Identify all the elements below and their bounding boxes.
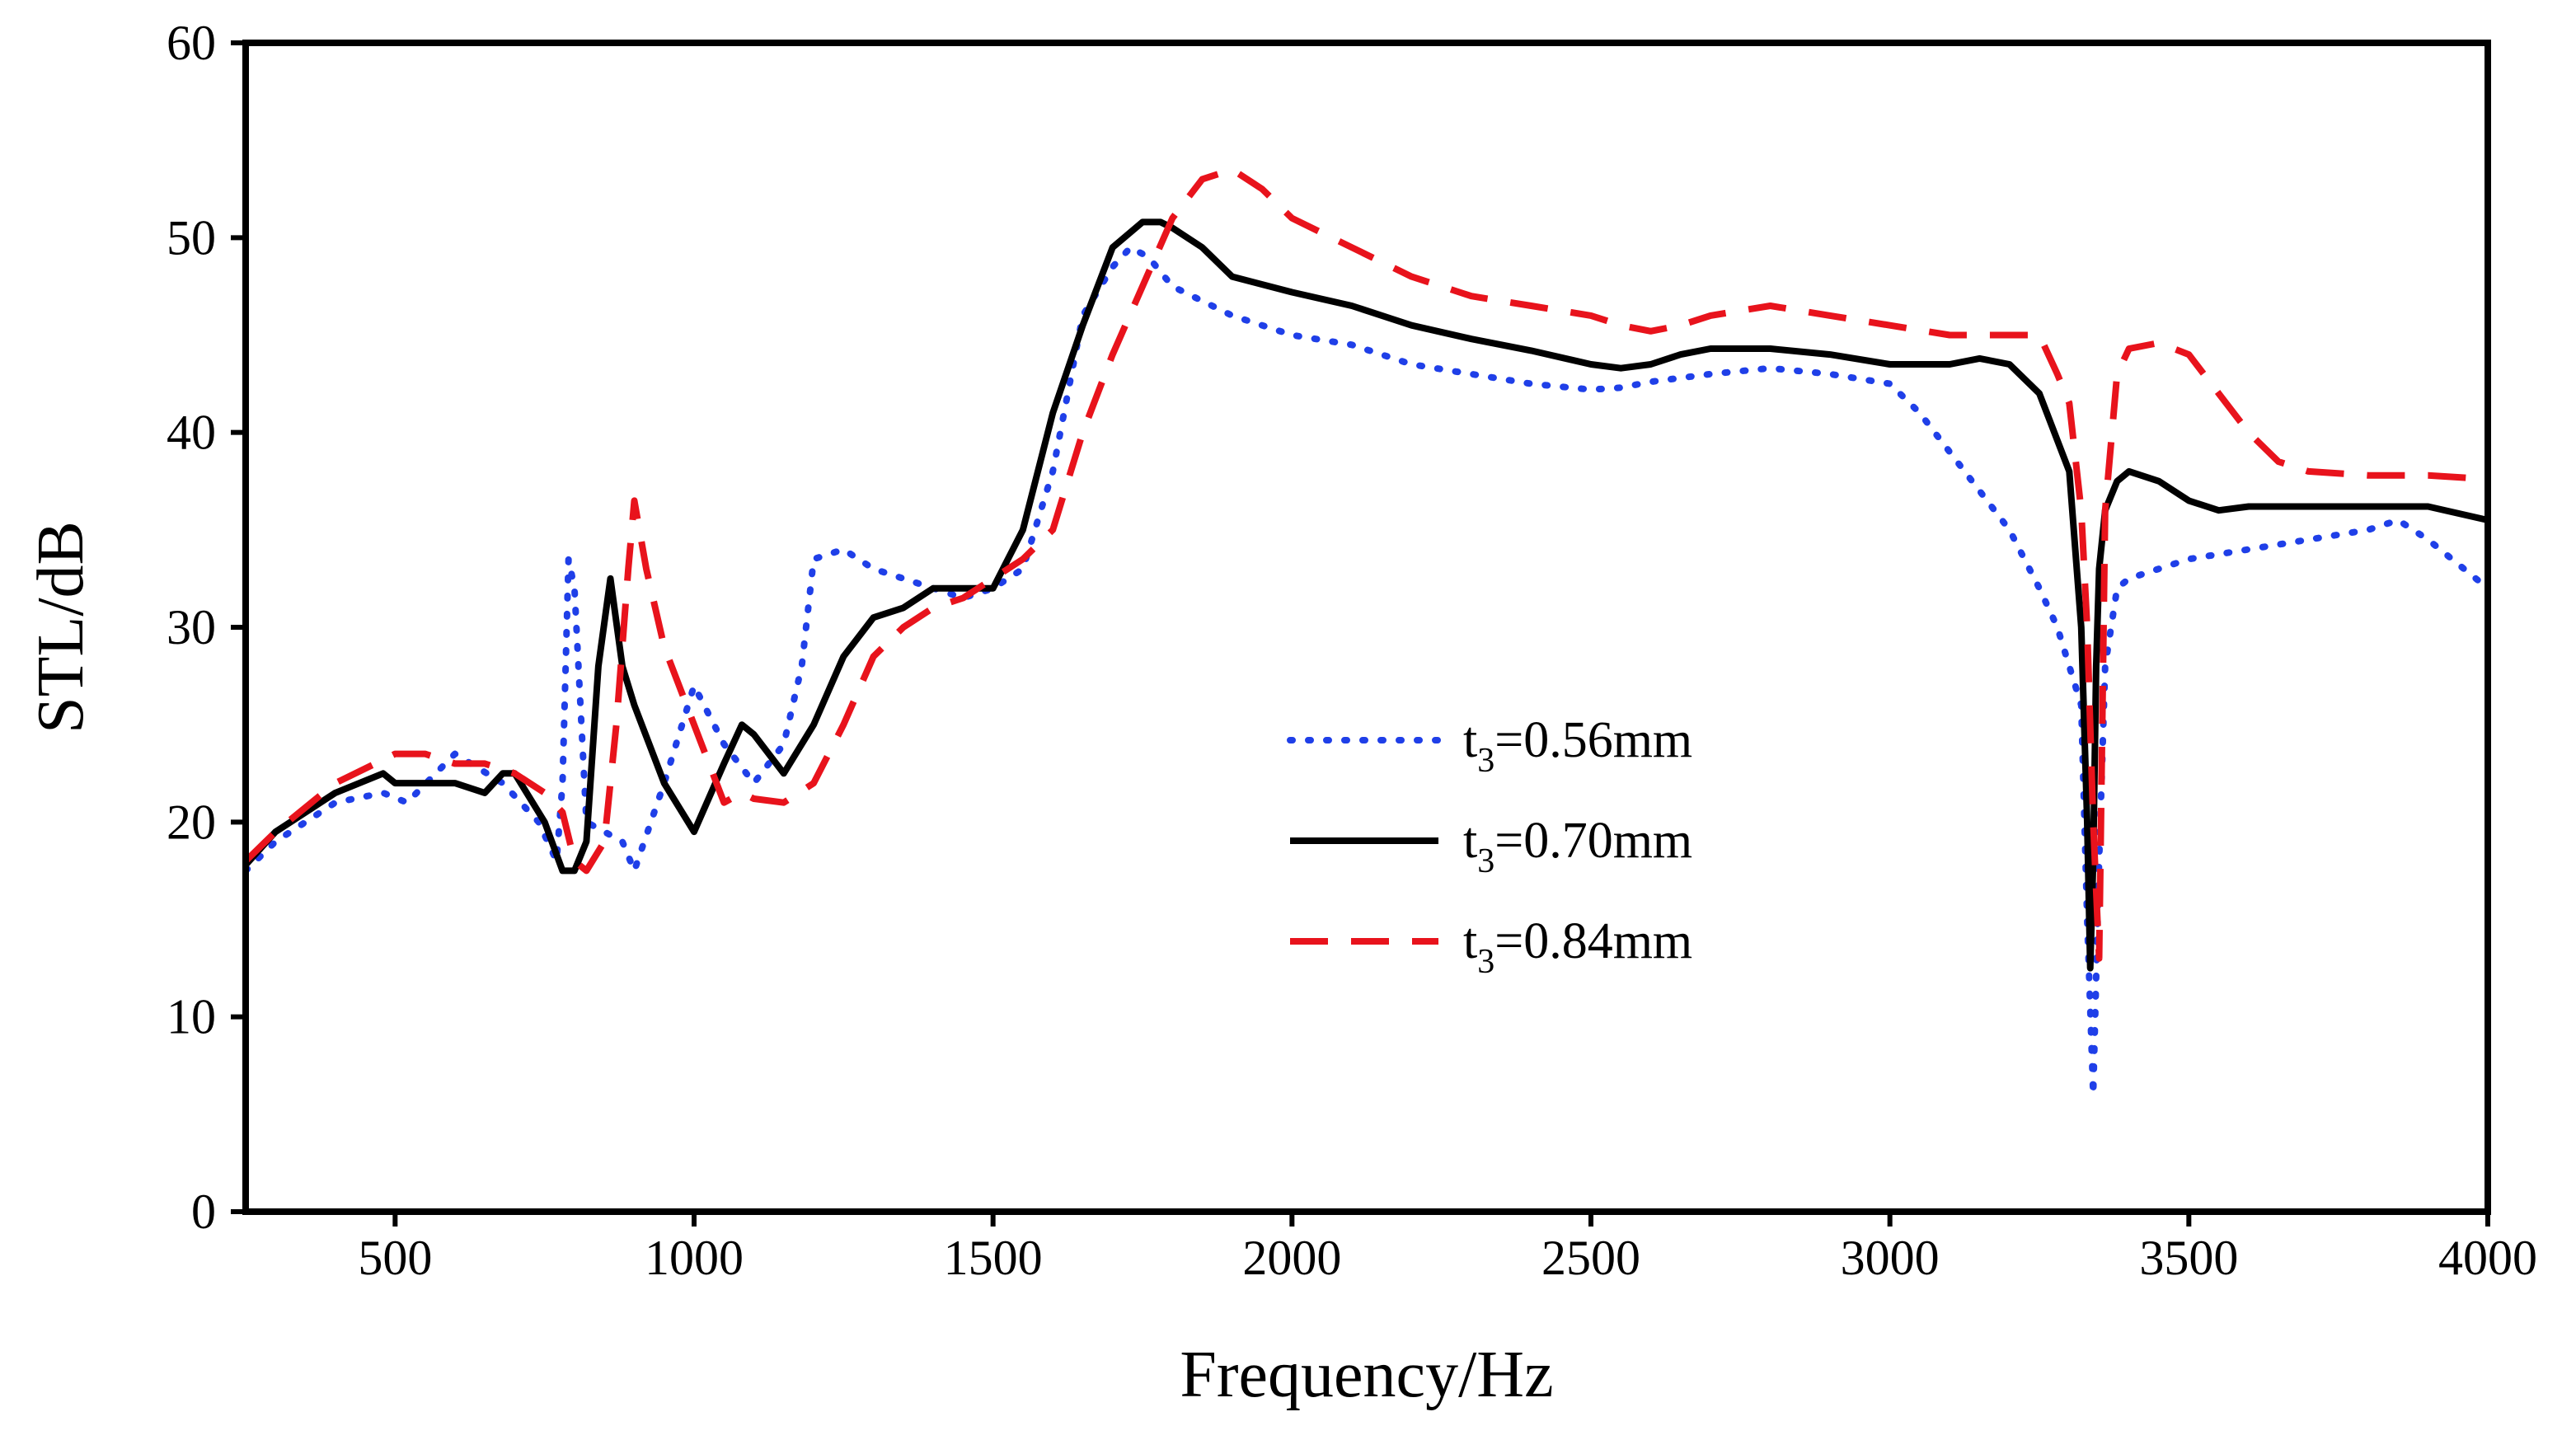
legend-label-rest: =0.84mm bbox=[1494, 913, 1692, 969]
y-axis-title: STL/dB bbox=[25, 521, 97, 734]
y-tick-label: 10 bbox=[167, 990, 216, 1044]
legend-label-sub: 3 bbox=[1477, 742, 1494, 780]
y-tick-label: 20 bbox=[167, 795, 216, 849]
x-tick-label: 500 bbox=[358, 1231, 432, 1285]
x-tick-label: 3500 bbox=[2139, 1231, 2238, 1285]
y-tick-label: 30 bbox=[167, 600, 216, 654]
x-tick-label: 3000 bbox=[1841, 1231, 1940, 1285]
x-axis-title: Frequency/Hz bbox=[1180, 1339, 1553, 1411]
legend-label-series-3: t3=0.84mm bbox=[1463, 913, 1692, 981]
series-layer bbox=[242, 166, 2491, 1099]
y-tick-label: 60 bbox=[167, 16, 216, 70]
y-tick-label: 50 bbox=[167, 210, 216, 265]
series-line-1 bbox=[242, 244, 2491, 1099]
series-line-3 bbox=[243, 166, 2489, 962]
series-line-2 bbox=[243, 218, 2489, 972]
legend-entry-series-2: t3=0.70mm bbox=[1290, 813, 1692, 880]
y-tick-label: 40 bbox=[167, 406, 216, 460]
legend: t3=0.56mm t3=0.70mm t3=0.84mm bbox=[1287, 712, 1692, 981]
legend-label-sub: 3 bbox=[1477, 842, 1494, 880]
x-tick-label: 4000 bbox=[2438, 1231, 2537, 1285]
legend-label-rest: =0.70mm bbox=[1494, 813, 1692, 869]
legend-entry-series-1: t3=0.56mm bbox=[1287, 712, 1692, 780]
x-tick-label: 2500 bbox=[1541, 1231, 1640, 1285]
legend-label-sub: 3 bbox=[1477, 943, 1494, 981]
legend-label-series-1: t3=0.56mm bbox=[1463, 712, 1692, 780]
y-tick-label: 0 bbox=[191, 1184, 216, 1239]
x-tick-label: 1000 bbox=[645, 1231, 744, 1285]
legend-label-series-2: t3=0.70mm bbox=[1463, 813, 1692, 880]
legend-entry-series-3: t3=0.84mm bbox=[1290, 913, 1692, 981]
legend-label-main: t bbox=[1463, 712, 1477, 768]
x-tick-label: 2000 bbox=[1242, 1231, 1341, 1285]
legend-label-main: t bbox=[1463, 813, 1477, 869]
legend-label-main: t bbox=[1463, 913, 1477, 969]
legend-label-rest: =0.56mm bbox=[1494, 712, 1692, 768]
x-tick-label: 1500 bbox=[944, 1231, 1043, 1285]
ticks-layer: 500 1000 1500 2000 2500 3000 3500 4000 0 10 20 30 40… bbox=[167, 16, 2537, 1285]
